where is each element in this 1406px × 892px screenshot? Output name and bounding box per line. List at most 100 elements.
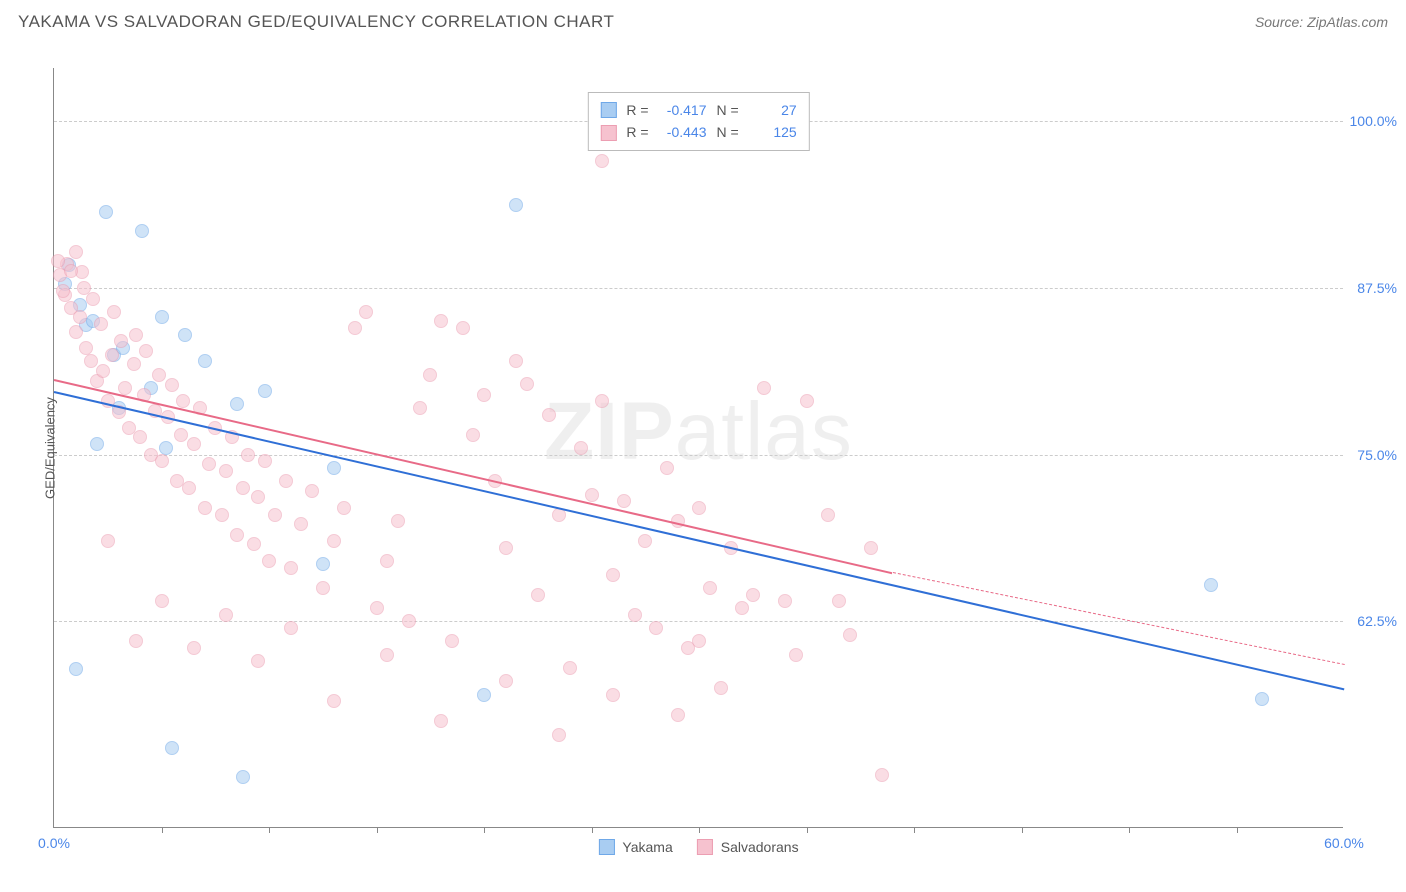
- data-point: [595, 394, 609, 408]
- data-point: [165, 378, 179, 392]
- gridline: [54, 288, 1343, 289]
- legend-swatch: [600, 125, 616, 141]
- data-point: [51, 254, 65, 268]
- legend-item: Yakama: [598, 839, 672, 855]
- data-point: [174, 428, 188, 442]
- data-point: [284, 561, 298, 575]
- x-tick: [484, 827, 485, 833]
- data-point: [423, 368, 437, 382]
- data-point: [832, 594, 846, 608]
- gridline: [54, 621, 1343, 622]
- data-point: [477, 688, 491, 702]
- data-point: [182, 481, 196, 495]
- data-point: [380, 648, 394, 662]
- data-point: [434, 714, 448, 728]
- data-point: [606, 568, 620, 582]
- data-point: [247, 537, 261, 551]
- data-point: [617, 494, 631, 508]
- x-tick-label: 0.0%: [38, 835, 70, 851]
- data-point: [230, 397, 244, 411]
- data-point: [159, 441, 173, 455]
- data-point: [800, 394, 814, 408]
- data-point: [165, 741, 179, 755]
- data-point: [176, 394, 190, 408]
- data-point: [170, 474, 184, 488]
- data-point: [215, 508, 229, 522]
- plot-area: GED/Equivalency ZIPatlas 62.5%75.0%87.5%…: [53, 68, 1343, 828]
- chart-container: GED/Equivalency ZIPatlas 62.5%75.0%87.5%…: [18, 44, 1388, 864]
- data-point: [90, 437, 104, 451]
- data-point: [574, 441, 588, 455]
- legend-label: Salvadorans: [721, 839, 799, 855]
- data-point: [413, 401, 427, 415]
- data-point: [499, 541, 513, 555]
- data-point: [56, 284, 70, 298]
- data-point: [258, 384, 272, 398]
- data-point: [251, 490, 265, 504]
- n-label: N =: [717, 99, 739, 121]
- data-point: [262, 554, 276, 568]
- data-point: [778, 594, 792, 608]
- data-point: [187, 437, 201, 451]
- x-tick: [162, 827, 163, 833]
- data-point: [499, 674, 513, 688]
- data-point: [477, 388, 491, 402]
- data-point: [107, 305, 121, 319]
- data-point: [348, 321, 362, 335]
- data-point: [542, 408, 556, 422]
- data-point: [155, 594, 169, 608]
- data-point: [434, 314, 448, 328]
- data-point: [219, 464, 233, 478]
- chart-source: Source: ZipAtlas.com: [1255, 14, 1388, 30]
- y-tick-label: 62.5%: [1347, 613, 1397, 629]
- legend-row: R =-0.417N =27: [600, 99, 796, 121]
- data-point: [155, 310, 169, 324]
- data-point: [96, 364, 110, 378]
- chart-header: YAKAMA VS SALVADORAN GED/EQUIVALENCY COR…: [0, 0, 1406, 40]
- data-point: [236, 481, 250, 495]
- data-point: [99, 205, 113, 219]
- data-point: [509, 354, 523, 368]
- data-point: [746, 588, 760, 602]
- data-point: [531, 588, 545, 602]
- data-point: [284, 621, 298, 635]
- data-point: [79, 341, 93, 355]
- data-point: [69, 325, 83, 339]
- legend-label: Yakama: [622, 839, 672, 855]
- data-point: [649, 621, 663, 635]
- data-point: [127, 357, 141, 371]
- data-point: [864, 541, 878, 555]
- data-point: [155, 454, 169, 468]
- data-point: [129, 634, 143, 648]
- data-point: [692, 634, 706, 648]
- chart-title: YAKAMA VS SALVADORAN GED/EQUIVALENCY COR…: [18, 12, 614, 32]
- data-point: [671, 708, 685, 722]
- data-point: [757, 381, 771, 395]
- data-point: [139, 344, 153, 358]
- data-point: [638, 534, 652, 548]
- data-point: [268, 508, 282, 522]
- data-point: [294, 517, 308, 531]
- x-tick: [1129, 827, 1130, 833]
- data-point: [370, 601, 384, 615]
- data-point: [152, 368, 166, 382]
- data-point: [703, 581, 717, 595]
- data-point: [94, 317, 108, 331]
- data-point: [585, 488, 599, 502]
- correlation-legend: R =-0.417N =27R =-0.443N =125: [587, 92, 809, 151]
- data-point: [77, 281, 91, 295]
- r-value: -0.443: [659, 121, 707, 143]
- x-tick: [807, 827, 808, 833]
- data-point: [114, 334, 128, 348]
- data-point: [198, 354, 212, 368]
- data-point: [236, 770, 250, 784]
- data-point: [359, 305, 373, 319]
- data-point: [509, 198, 523, 212]
- x-tick: [1237, 827, 1238, 833]
- legend-swatch: [598, 839, 614, 855]
- data-point: [279, 474, 293, 488]
- data-point: [101, 534, 115, 548]
- data-point: [391, 514, 405, 528]
- data-point: [69, 662, 83, 676]
- data-point: [327, 534, 341, 548]
